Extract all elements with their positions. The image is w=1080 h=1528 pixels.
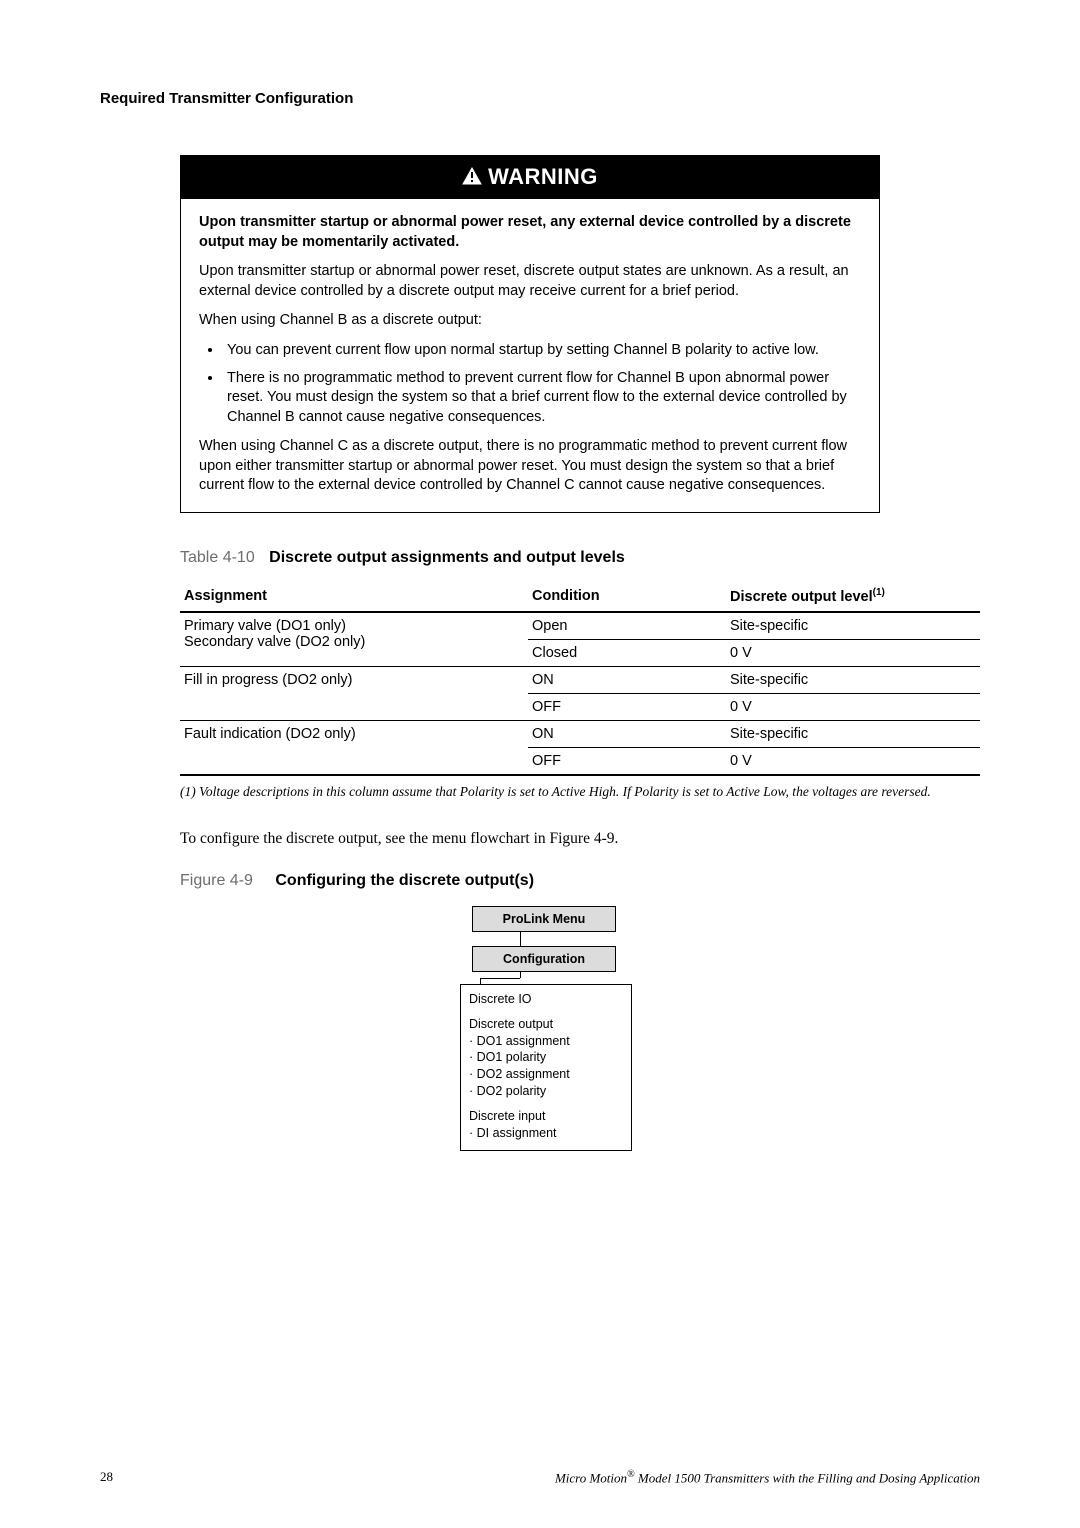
table-caption-title: Discrete output assignments and output l… <box>269 549 625 566</box>
panel-di1: · DI assignment <box>469 1125 623 1142</box>
footer-title: Micro Motion® Model 1500 Transmitters wi… <box>555 1469 980 1486</box>
flowchart: ProLink Menu Configuration Discrete IO D… <box>460 906 640 1151</box>
figure-caption: Figure 4-9 Configuring the discrete outp… <box>180 872 980 890</box>
warning-p3: When using Channel C as a discrete outpu… <box>199 437 861 496</box>
warning-bullet-1: You can prevent current flow upon normal… <box>223 341 861 361</box>
panel-di-title: Discrete input <box>469 1108 623 1125</box>
warning-triangle-icon <box>462 165 482 191</box>
table-footnote: (1) Voltage descriptions in this column … <box>180 784 980 800</box>
panel-do2: · DO1 polarity <box>469 1049 623 1066</box>
warning-lead: Upon transmitter startup or abnormal pow… <box>199 213 861 252</box>
panel-do3: · DO2 assignment <box>469 1066 623 1083</box>
discrete-output-table: Assignment Condition Discrete output lev… <box>180 581 980 776</box>
flowchart-node-prolink: ProLink Menu <box>472 906 616 932</box>
table-row: Fill in progress (DO2 only) ON Site-spec… <box>180 666 980 693</box>
panel-title: Discrete IO <box>469 991 623 1008</box>
page-footer: 28 Micro Motion® Model 1500 Transmitters… <box>100 1469 980 1486</box>
th-level: Discrete output level(1) <box>726 581 980 612</box>
flowchart-node-configuration: Configuration <box>472 946 616 972</box>
panel-do4: · DO2 polarity <box>469 1083 623 1100</box>
body-instruction: To configure the discrete output, see th… <box>180 830 980 848</box>
panel-do1: · DO1 assignment <box>469 1033 623 1050</box>
warning-body: Upon transmitter startup or abnormal pow… <box>181 199 879 512</box>
th-assignment: Assignment <box>180 581 528 612</box>
flowchart-connector <box>460 972 640 984</box>
table-caption: Table 4-10 Discrete output assignments a… <box>180 549 980 567</box>
figure-caption-title: Configuring the discrete output(s) <box>275 872 534 889</box>
warning-bullet-2: There is no programmatic method to preve… <box>223 369 861 428</box>
table-caption-prefix: Table 4-10 <box>180 549 255 566</box>
section-header: Required Transmitter Configuration <box>100 90 980 107</box>
panel-do-title: Discrete output <box>469 1016 623 1033</box>
flowchart-connector <box>520 932 640 946</box>
figure-caption-prefix: Figure 4-9 <box>180 872 253 889</box>
warning-title-text: WARNING <box>488 164 598 189</box>
warning-bullets: You can prevent current flow upon normal… <box>199 341 861 427</box>
table-row: Fault indication (DO2 only) ON Site-spec… <box>180 720 980 747</box>
warning-box: WARNING Upon transmitter startup or abno… <box>180 155 880 513</box>
table-row: Primary valve (DO1 only) Secondary valve… <box>180 612 980 640</box>
warning-p1: Upon transmitter startup or abnormal pow… <box>199 262 861 301</box>
warning-title-bar: WARNING <box>181 156 879 199</box>
page-number: 28 <box>100 1469 400 1485</box>
warning-p2: When using Channel B as a discrete outpu… <box>199 311 861 331</box>
th-condition: Condition <box>528 581 726 612</box>
flowchart-panel-discrete-io: Discrete IO Discrete output · DO1 assign… <box>460 984 632 1151</box>
